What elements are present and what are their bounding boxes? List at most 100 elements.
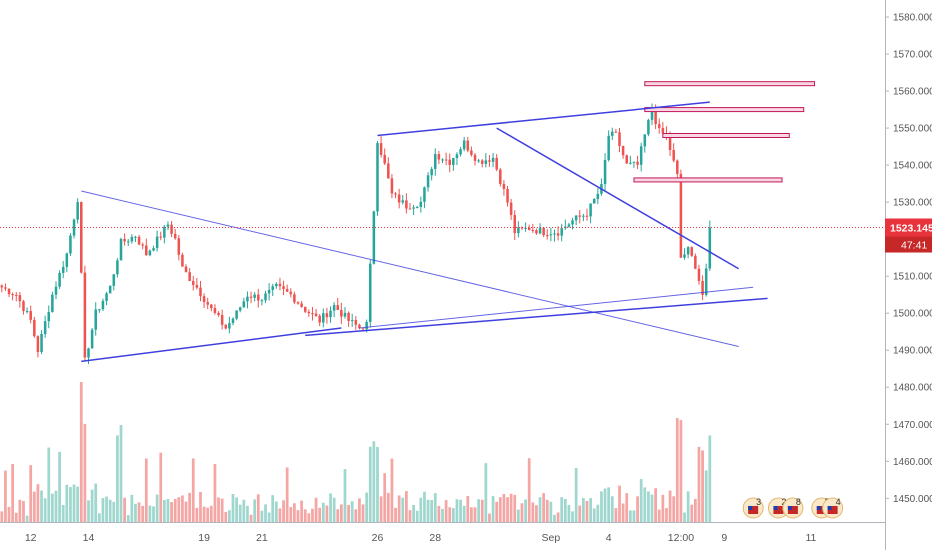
volume-bar xyxy=(636,496,639,522)
volume-bar xyxy=(441,509,444,522)
candle-body xyxy=(184,266,188,273)
candle-body xyxy=(437,154,441,160)
volume-bar xyxy=(181,495,184,522)
candle-body xyxy=(441,159,444,161)
candle-body xyxy=(419,201,423,207)
volume-bar xyxy=(614,508,618,522)
volume-bar xyxy=(213,463,217,522)
volume-bar xyxy=(90,489,94,522)
event-count: 4 xyxy=(836,497,841,507)
volume-bar xyxy=(278,508,282,522)
candle-body xyxy=(87,348,90,358)
volume-bar xyxy=(520,503,524,522)
volume-bar xyxy=(296,510,300,522)
volume-bar xyxy=(589,498,592,522)
volume-bar xyxy=(314,497,318,522)
candle-body xyxy=(278,283,282,287)
candle-body xyxy=(452,157,455,165)
candle-body xyxy=(444,159,448,161)
volume-bar xyxy=(347,504,350,522)
volume-bar xyxy=(36,484,40,522)
candle-body xyxy=(621,146,625,156)
volume-bar xyxy=(289,506,293,522)
candle-body xyxy=(33,319,36,337)
volume-bar xyxy=(549,501,553,522)
candle-body xyxy=(592,198,596,204)
volume-bar xyxy=(40,490,43,522)
volume-bar xyxy=(47,447,51,522)
candle-body xyxy=(300,303,303,307)
volume-bar xyxy=(260,510,264,522)
candle-body xyxy=(293,294,296,303)
candle-body xyxy=(72,219,76,236)
candle-body xyxy=(4,287,7,289)
candle-body xyxy=(704,268,708,295)
volume-bar xyxy=(419,497,423,522)
volume-bar xyxy=(408,510,412,522)
volume-bar xyxy=(7,506,11,522)
candle-body xyxy=(40,334,43,352)
volume-bar xyxy=(567,504,571,522)
volume-bar xyxy=(524,499,527,522)
candle-body xyxy=(650,110,654,120)
time-tick-label: 4 xyxy=(606,532,612,544)
flag-canton xyxy=(816,506,821,510)
candle-body xyxy=(340,309,343,317)
candle-body xyxy=(134,236,137,238)
candle-body xyxy=(43,321,47,335)
candle-body xyxy=(459,149,462,155)
event-count: 2 xyxy=(781,497,786,507)
candle-body xyxy=(58,272,61,287)
candle-body xyxy=(611,131,614,136)
candle-body xyxy=(210,304,213,309)
time-tick-label: 9 xyxy=(721,532,727,544)
price-axis[interactable]: 1450.000 1460.000 1470.000 1480.000 1490.000… xyxy=(885,0,932,550)
candle-body xyxy=(527,227,531,230)
candle-body xyxy=(556,233,560,236)
candle-body xyxy=(545,235,549,237)
volume-bar xyxy=(282,500,285,522)
volume-bar xyxy=(358,498,361,522)
volume-bar xyxy=(249,514,253,522)
candle-body xyxy=(394,193,397,195)
volume-bar xyxy=(101,498,105,522)
time-axis-background xyxy=(0,522,885,550)
flag-canton xyxy=(827,506,832,510)
volume-bar xyxy=(618,485,621,522)
candle-body xyxy=(260,300,264,302)
candle-body xyxy=(90,329,94,349)
candle-body xyxy=(11,294,14,296)
candle-body xyxy=(585,215,589,217)
candle-body xyxy=(343,312,347,317)
volume-bar xyxy=(188,492,192,522)
time-axis[interactable]: 12 14 19 21 26 28 Sep 4 12:00 9 11 xyxy=(0,522,885,550)
volume-bar xyxy=(672,496,676,522)
volume-bar xyxy=(97,513,101,522)
trendline xyxy=(305,297,768,337)
candle-body xyxy=(314,313,318,316)
volume-bar xyxy=(339,504,343,522)
volume-bar xyxy=(498,497,502,522)
candle-body xyxy=(249,296,253,298)
candle-body xyxy=(542,227,545,236)
volume-bar xyxy=(325,505,329,522)
volume-bar xyxy=(394,507,397,522)
volume-bar xyxy=(29,465,33,522)
volume-bar xyxy=(708,435,712,522)
volume-bar xyxy=(112,501,116,522)
candle-body xyxy=(282,286,285,289)
volume-bar xyxy=(412,504,415,522)
candle-body xyxy=(159,236,163,238)
candle-body xyxy=(466,140,470,151)
candle-body xyxy=(513,214,517,234)
candle-body xyxy=(231,318,235,324)
candle-body xyxy=(25,311,29,313)
volume-bar xyxy=(430,500,434,522)
candle-body xyxy=(495,157,498,170)
candle-body xyxy=(14,294,18,296)
trendline xyxy=(81,327,342,363)
price-tick-label: 1580.000 xyxy=(893,13,932,24)
volume-bar xyxy=(79,382,83,522)
